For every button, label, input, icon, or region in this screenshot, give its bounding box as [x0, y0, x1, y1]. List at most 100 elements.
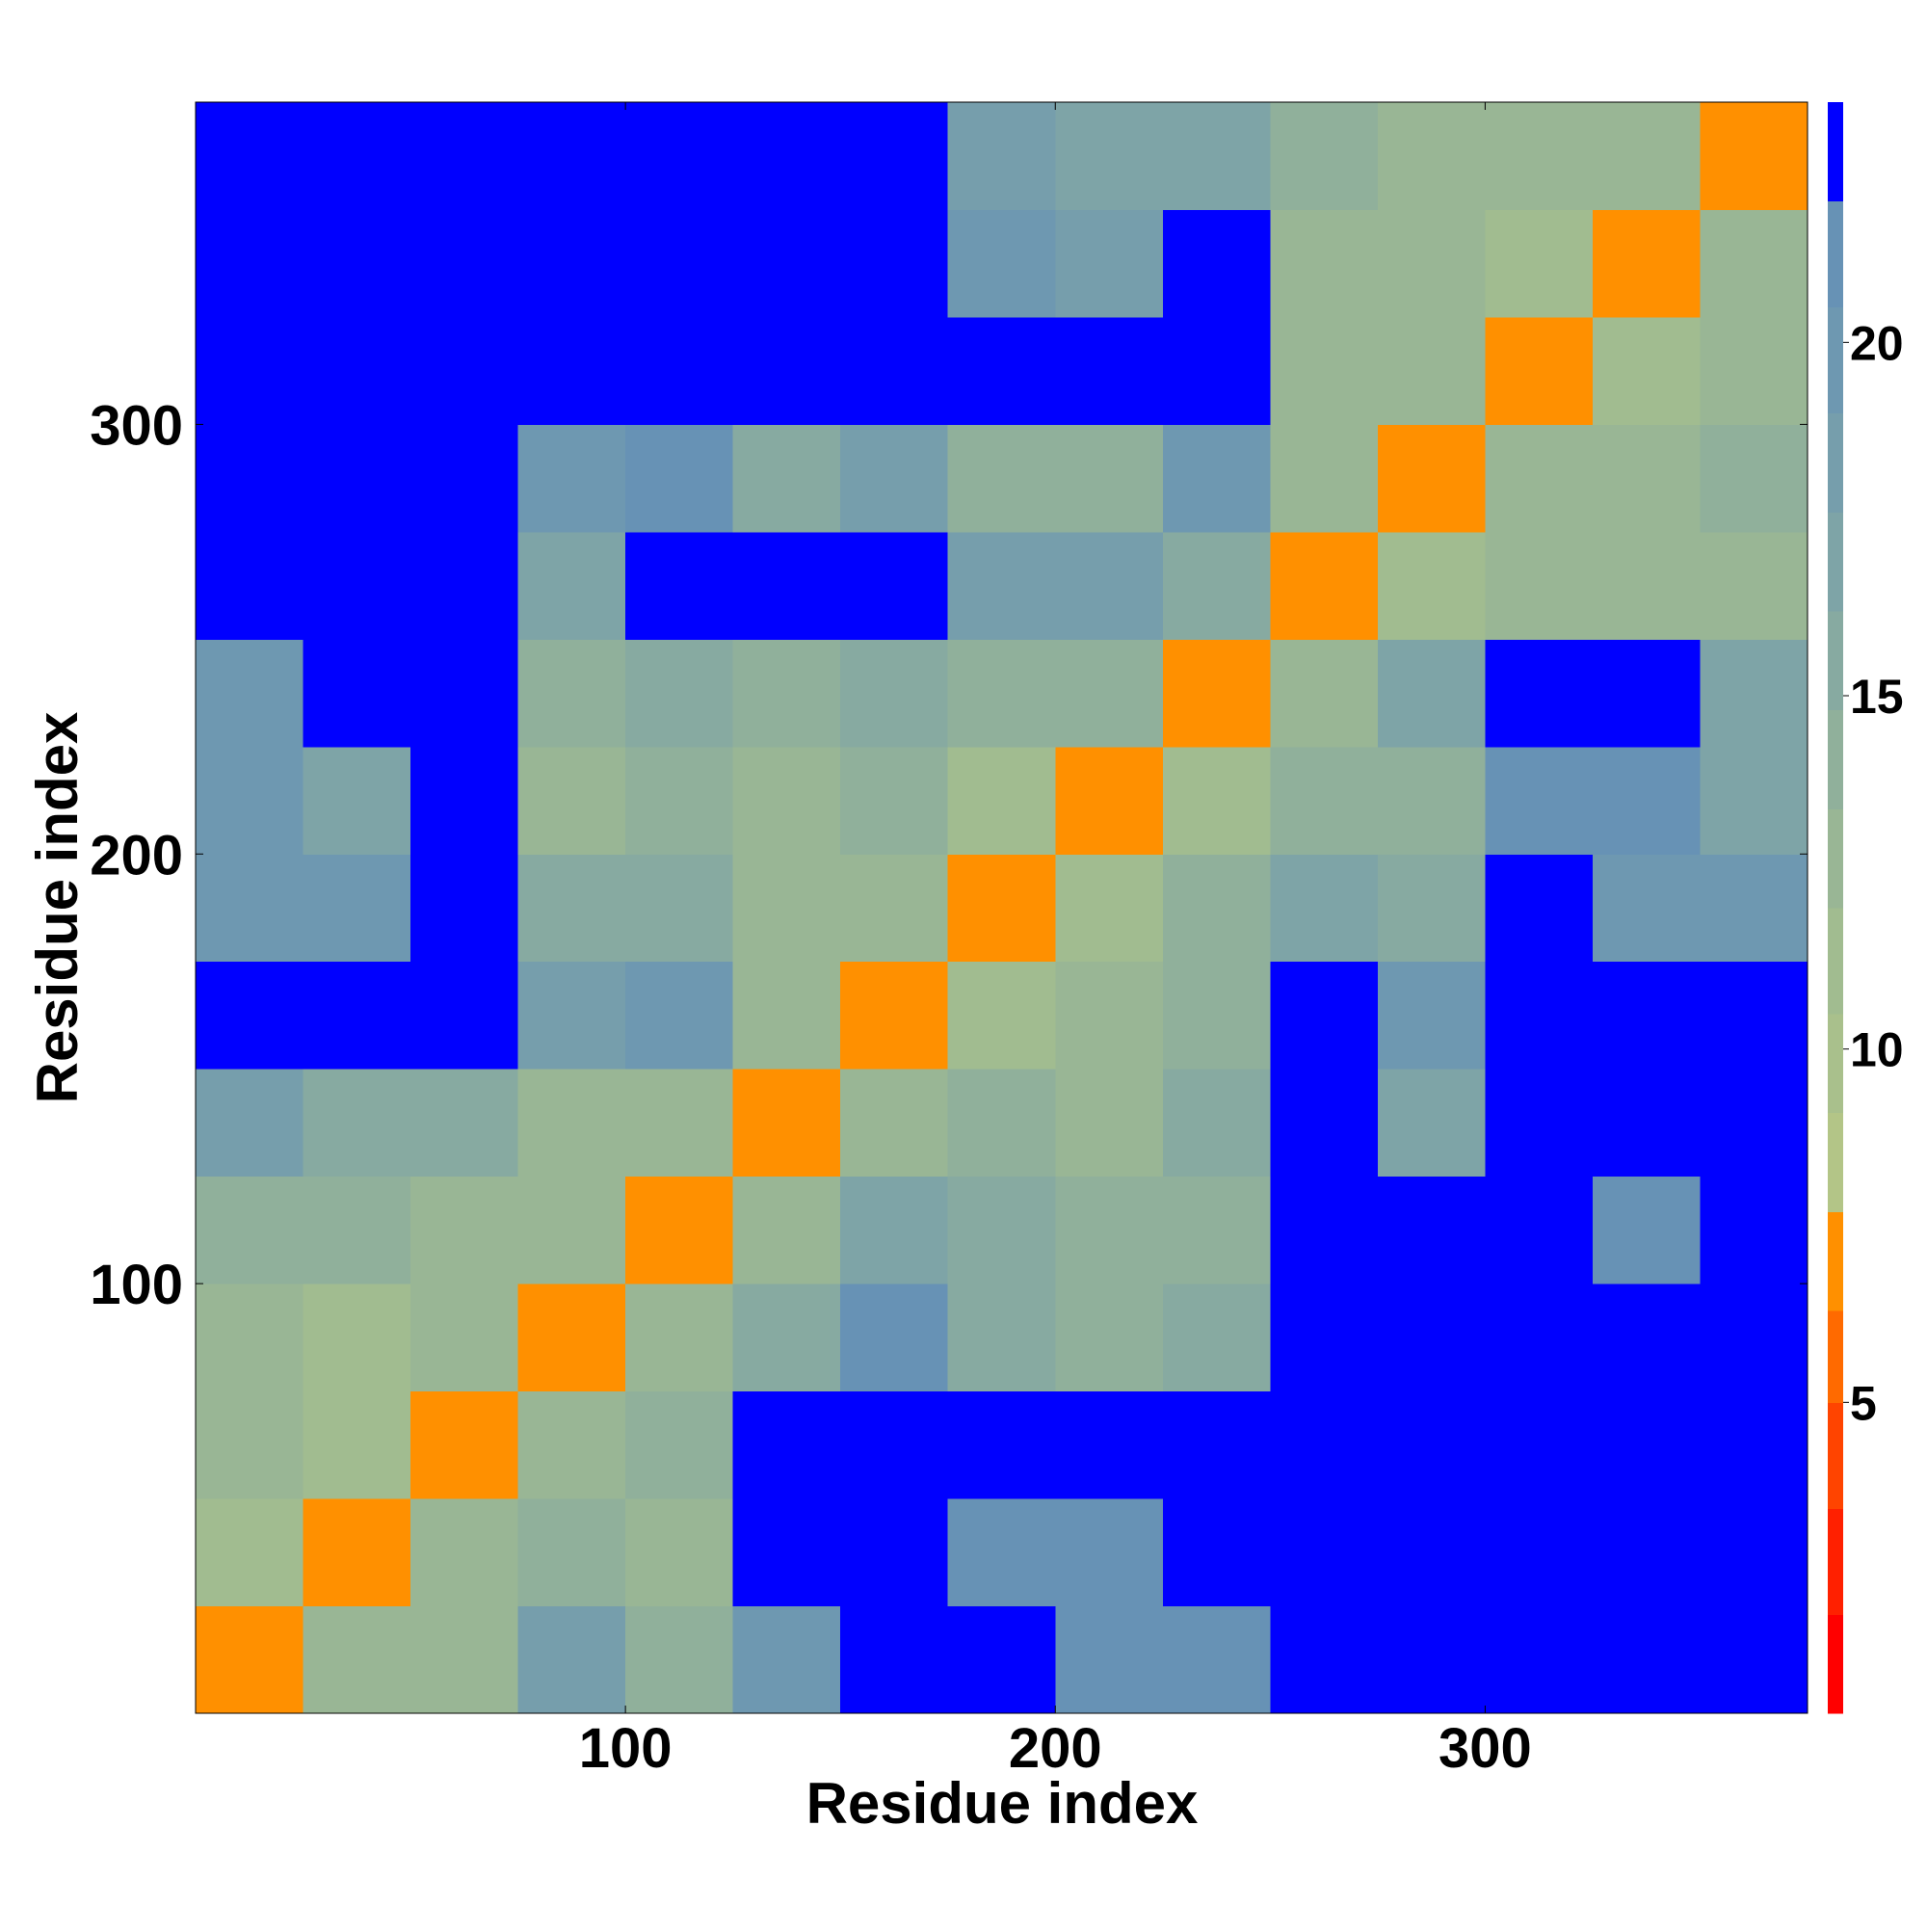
- heatmap-cell: [1700, 1069, 1808, 1178]
- heatmap-cell: [1162, 531, 1271, 640]
- heatmap-cell: [196, 854, 304, 963]
- heatmap-cell: [517, 1390, 626, 1499]
- heatmap-cell: [410, 746, 519, 855]
- heatmap-cell: [1377, 1605, 1486, 1714]
- heatmap-cell: [840, 746, 949, 855]
- heatmap-cell: [1270, 102, 1379, 210]
- heatmap-cell: [1055, 746, 1164, 855]
- heatmap-cell: [517, 1498, 626, 1607]
- heatmap-cell: [625, 1605, 734, 1714]
- heatmap-cell: [410, 1176, 519, 1284]
- heatmap-cell: [1162, 1176, 1271, 1284]
- heatmap-cell: [517, 961, 626, 1070]
- heatmap-cell: [517, 1284, 626, 1392]
- heatmap-cell: [840, 1390, 949, 1499]
- heatmap-cell: [1592, 1284, 1701, 1392]
- colorbar-tick-label: 10: [1850, 1023, 1904, 1077]
- x-tick-label: 200: [1009, 1717, 1102, 1780]
- axes: 100 200 300 100 200 300: [90, 102, 1808, 1780]
- heatmap-cell: [1055, 102, 1164, 210]
- heatmap-cell: [1270, 1284, 1379, 1392]
- heatmap-cell: [625, 1284, 734, 1392]
- heatmap-cell: [1700, 1176, 1808, 1284]
- heatmap-cell: [1162, 746, 1271, 855]
- heatmap-cell: [1162, 102, 1271, 210]
- heatmap-cell: [410, 1498, 519, 1607]
- heatmap-cell: [303, 1069, 411, 1178]
- x-tick-label: 100: [579, 1717, 673, 1780]
- heatmap-cell: [1700, 316, 1808, 425]
- heatmap-cell: [732, 316, 841, 425]
- heatmap-cell: [1270, 316, 1379, 425]
- heatmap-cell: [732, 424, 841, 533]
- colorbar-segment: [1828, 1310, 1843, 1403]
- heatmap-cell: [1270, 209, 1379, 318]
- heatmap-cell: [1270, 424, 1379, 533]
- heatmap-cell: [1162, 1284, 1271, 1392]
- heatmap-cell: [840, 1605, 949, 1714]
- heatmap-cell: [1270, 1498, 1379, 1607]
- heatmap-cell: [1485, 1605, 1594, 1714]
- heatmap-cell: [1055, 854, 1164, 963]
- heatmap-cell: [196, 961, 304, 1070]
- heatmap-cell: [1592, 1069, 1701, 1178]
- heatmap-cell: [196, 531, 304, 640]
- heatmap-cell: [1592, 1390, 1701, 1499]
- heatmap-cell: [840, 1176, 949, 1284]
- heatmap-cell: [303, 961, 411, 1070]
- heatmap-cell: [517, 424, 626, 533]
- heatmap-cell: [1485, 424, 1594, 533]
- heatmap-cell: [1055, 424, 1164, 533]
- heatmap-cell: [1055, 1176, 1164, 1284]
- heatmap-cell: [840, 1498, 949, 1607]
- heatmap-cell: [1270, 1605, 1379, 1714]
- heatmap-cell: [1055, 1069, 1164, 1178]
- heatmap-cell: [1377, 961, 1486, 1070]
- heatmap-cell: [1592, 854, 1701, 963]
- colorbar-segment: [1828, 1508, 1843, 1615]
- heatmap-cell: [1700, 1605, 1808, 1714]
- heatmap-cell: [1485, 639, 1594, 748]
- heatmap-cell: [947, 424, 1056, 533]
- heatmap-cell: [517, 102, 626, 210]
- heatmap-cell: [1700, 209, 1808, 318]
- heatmap-cell: [1055, 1390, 1164, 1499]
- heatmap-cell: [947, 1390, 1056, 1499]
- colorbar-segment: [1828, 306, 1843, 414]
- heatmap-cell: [517, 1176, 626, 1284]
- heatmap-cell: [1592, 209, 1701, 318]
- heatmap-cell: [947, 961, 1056, 1070]
- heatmap-cell: [1700, 961, 1808, 1070]
- heatmap-cell: [1377, 209, 1486, 318]
- heatmap-cell: [1162, 316, 1271, 425]
- heatmap-cell: [1592, 639, 1701, 748]
- heatmap-cell: [517, 1069, 626, 1178]
- heatmap-cell: [303, 102, 411, 210]
- heatmap-cell: [1592, 102, 1701, 210]
- heatmap-cell: [625, 854, 734, 963]
- heatmap-cell: [410, 1069, 519, 1178]
- heatmap-cell: [625, 1498, 734, 1607]
- heatmap-cell: [196, 1176, 304, 1284]
- heatmap-cell: [840, 316, 949, 425]
- heatmap-cell: [1700, 424, 1808, 533]
- heatmap-cell: [303, 1498, 411, 1607]
- heatmap-cell: [1377, 316, 1486, 425]
- heatmap-cell: [1592, 1176, 1701, 1284]
- heatmap-cell: [303, 1605, 411, 1714]
- heatmap-cell: [1592, 746, 1701, 855]
- heatmap-cell: [1055, 1605, 1164, 1714]
- y-tick-label: 100: [90, 1254, 183, 1316]
- heatmap-cells: [196, 102, 1808, 1714]
- heatmap-cell: [1592, 531, 1701, 640]
- heatmap-cell: [1270, 746, 1379, 855]
- heatmap-cell: [947, 854, 1056, 963]
- heatmap-cell: [1270, 639, 1379, 748]
- heatmap-cell: [1162, 1069, 1271, 1178]
- heatmap-cell: [1055, 531, 1164, 640]
- heatmap-cell: [1592, 961, 1701, 1070]
- heatmap-cell: [732, 1176, 841, 1284]
- heatmap-cell: [625, 746, 734, 855]
- heatmap-cell: [196, 316, 304, 425]
